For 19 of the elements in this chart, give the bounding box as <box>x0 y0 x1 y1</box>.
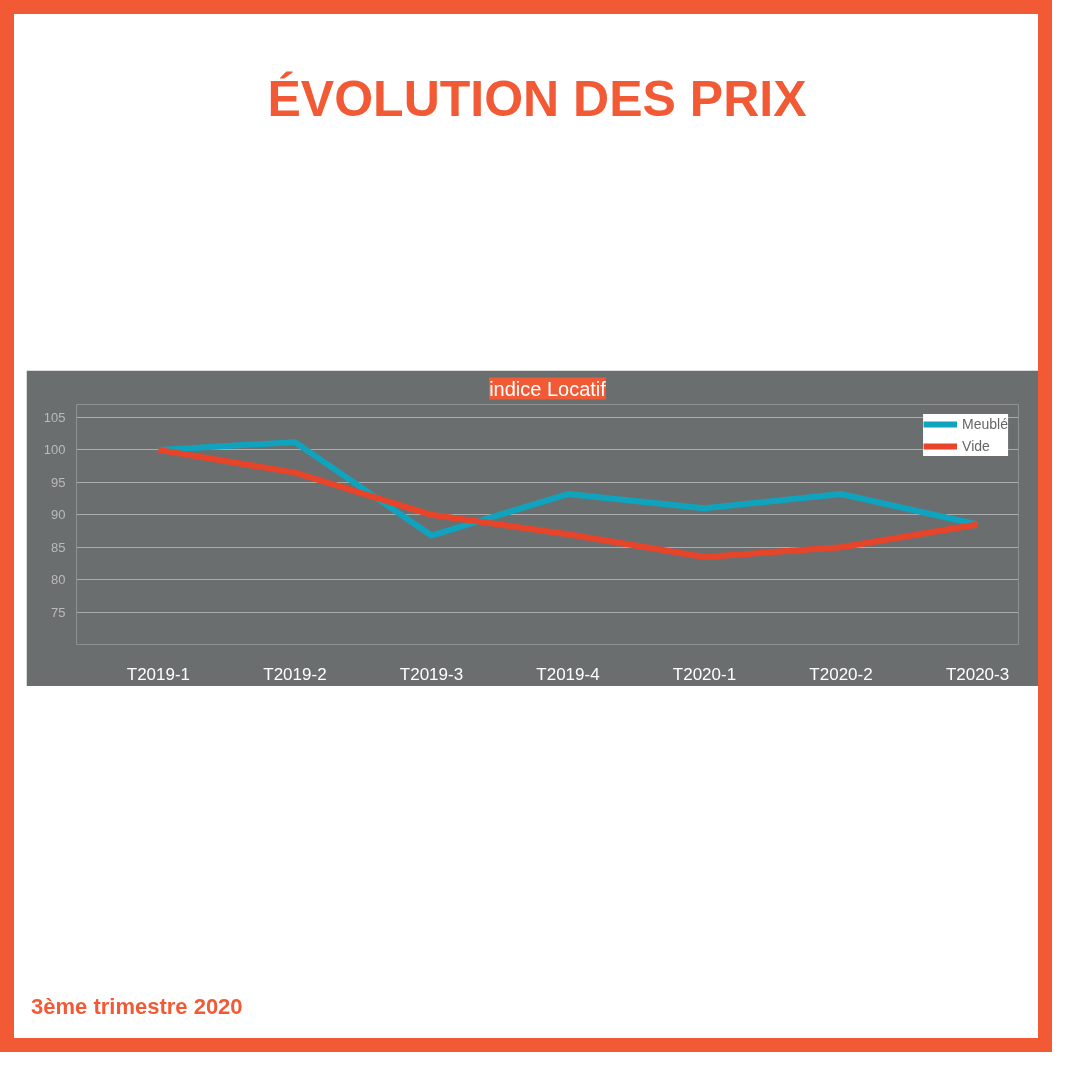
text: 3ème trimestre 2020 <box>31 993 243 1022</box>
x-tick-label: T2019-2 <box>263 664 327 684</box>
x-tick-label: T2020-3 <box>945 664 1010 684</box>
y-tick-label: 90 <box>51 507 66 523</box>
y-tick-label: 105 <box>43 410 66 426</box>
y-tick-label: 95 <box>51 475 66 491</box>
x-tick-label: T2019-1 <box>126 664 191 684</box>
y-tick-label: 80 <box>51 572 66 588</box>
x-tick-label: T2020-2 <box>809 664 873 684</box>
x-tick-label: T2019-4 <box>536 664 600 684</box>
legend-label: Vide <box>962 438 990 455</box>
y-tick-label: 75 <box>51 604 66 620</box>
y-tick-label: 85 <box>51 540 66 556</box>
y-tick-label: 100 <box>43 442 66 458</box>
chart-title: ÉVOLUTION DES PRIX <box>267 70 807 129</box>
chart-subtitle: indice Locatif <box>489 377 607 400</box>
x-tick-label: T2019-3 <box>399 664 464 684</box>
x-tick-label: T2020-1 <box>672 664 737 684</box>
legend-label: Meublé <box>962 416 1008 433</box>
